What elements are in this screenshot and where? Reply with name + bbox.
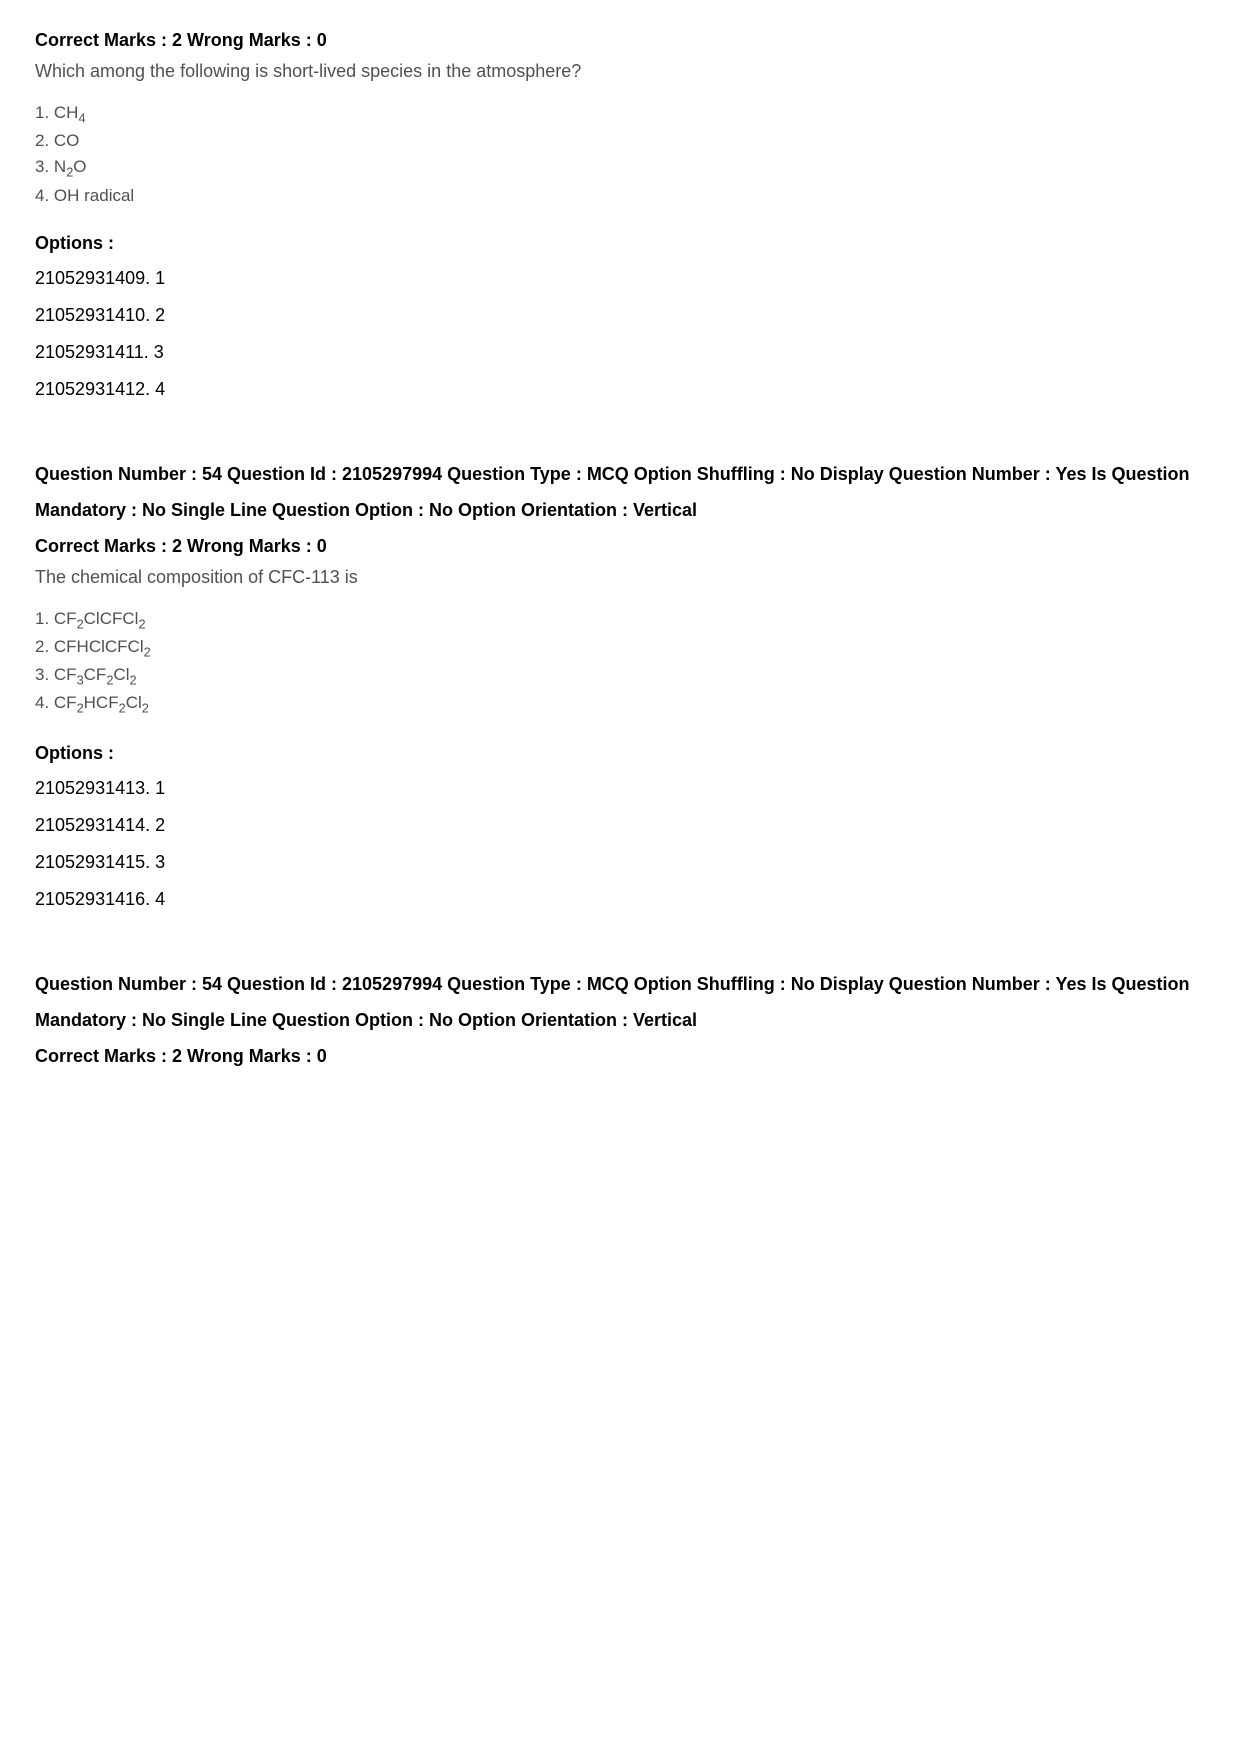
- option-line-3: 21052931411. 3: [35, 342, 1205, 363]
- answer-text: 3. CF: [35, 665, 77, 684]
- answer-item-2: 2. CFHClCFCl2: [35, 634, 1205, 662]
- subscript: 2: [77, 701, 84, 716]
- answer-item-1: 1. CF2ClCFCl2: [35, 606, 1205, 634]
- option-line-1: 21052931409. 1: [35, 268, 1205, 289]
- answer-item-1: 1. CH4: [35, 100, 1205, 128]
- option-line-1: 21052931413. 1: [35, 778, 1205, 799]
- answer-text: 1. CH: [35, 103, 78, 122]
- answer-text: Cl: [126, 693, 142, 712]
- answer-text: CF: [84, 665, 107, 684]
- option-line-4: 21052931412. 4: [35, 379, 1205, 400]
- answer-item-3: 3. N2O: [35, 154, 1205, 182]
- question-text: Which among the following is short-lived…: [35, 61, 1205, 82]
- subscript: 2: [138, 616, 145, 631]
- answer-item-3: 3. CF3CF2Cl2: [35, 662, 1205, 690]
- answer-text: 1. CF: [35, 609, 77, 628]
- answer-text: ClCFCl: [84, 609, 139, 628]
- subscript: 2: [144, 645, 151, 660]
- options-heading: Options :: [35, 743, 1205, 764]
- answer-list: 1. CH4 2. CO 3. N2O 4. OH radical: [35, 100, 1205, 209]
- answer-text: 4. CF: [35, 693, 77, 712]
- option-line-2: 21052931414. 2: [35, 815, 1205, 836]
- answer-item-4: 4. OH radical: [35, 183, 1205, 209]
- answer-text: 3. N: [35, 157, 66, 176]
- answer-text: O: [73, 157, 86, 176]
- question-block-3: Question Number : 54 Question Id : 21052…: [35, 966, 1205, 1067]
- option-line-3: 21052931415. 3: [35, 852, 1205, 873]
- question-meta: Question Number : 54 Question Id : 21052…: [35, 966, 1205, 1038]
- answer-item-2: 2. CO: [35, 128, 1205, 154]
- subscript: 3: [77, 673, 84, 688]
- options-heading: Options :: [35, 233, 1205, 254]
- subscript: 2: [77, 616, 84, 631]
- marks-line: Correct Marks : 2 Wrong Marks : 0: [35, 1046, 1205, 1067]
- subscript: 4: [78, 110, 85, 125]
- option-line-4: 21052931416. 4: [35, 889, 1205, 910]
- answer-text: HCF: [84, 693, 119, 712]
- subscript: 2: [142, 701, 149, 716]
- answer-item-4: 4. CF2HCF2Cl2: [35, 690, 1205, 718]
- marks-line: Correct Marks : 2 Wrong Marks : 0: [35, 30, 1205, 51]
- subscript: 2: [129, 673, 136, 688]
- question-text: The chemical composition of CFC-113 is: [35, 567, 1205, 588]
- question-block-1: Correct Marks : 2 Wrong Marks : 0 Which …: [35, 30, 1205, 400]
- marks-line: Correct Marks : 2 Wrong Marks : 0: [35, 536, 1205, 557]
- question-block-2: Question Number : 54 Question Id : 21052…: [35, 456, 1205, 910]
- question-meta: Question Number : 54 Question Id : 21052…: [35, 456, 1205, 528]
- answer-list: 1. CF2ClCFCl2 2. CFHClCFCl2 3. CF3CF2Cl2…: [35, 606, 1205, 719]
- answer-text: Cl: [113, 665, 129, 684]
- option-line-2: 21052931410. 2: [35, 305, 1205, 326]
- subscript: 2: [119, 701, 126, 716]
- answer-text: 2. CFHClCFCl: [35, 637, 144, 656]
